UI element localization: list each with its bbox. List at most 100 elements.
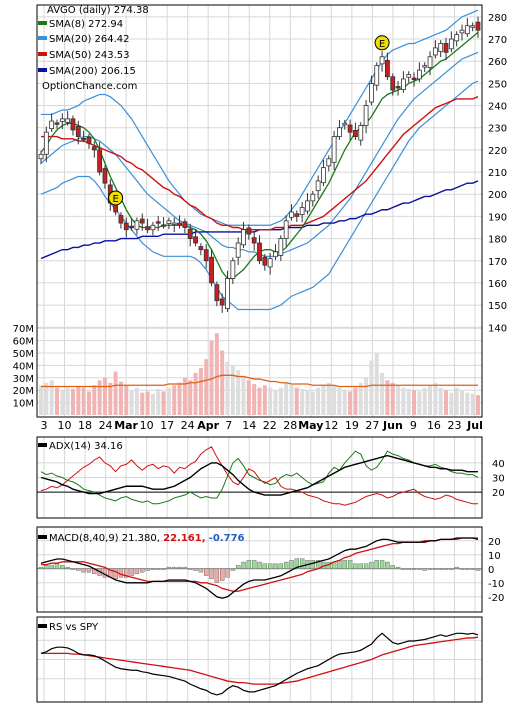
macd-histogram-bar bbox=[81, 568, 86, 573]
volume-bar bbox=[417, 391, 422, 415]
macd-tick-label: 10 bbox=[488, 551, 501, 562]
volume-bar bbox=[406, 388, 411, 415]
macd-histogram-bar bbox=[411, 568, 417, 570]
macd-histogram-bar bbox=[246, 560, 252, 570]
indicator-layer bbox=[38, 446, 481, 696]
candle-body bbox=[448, 38, 454, 50]
date-axis-label: 17 bbox=[160, 419, 174, 432]
macd-histogram-bar bbox=[193, 568, 198, 571]
volume-bar bbox=[310, 391, 315, 415]
candle-body bbox=[230, 260, 236, 279]
price-tick-label: 250 bbox=[488, 79, 507, 90]
volume-bar bbox=[470, 393, 475, 415]
price-layer: EE bbox=[38, 9, 481, 313]
macd-histogram-bar bbox=[353, 563, 358, 570]
candle-body bbox=[102, 168, 108, 184]
volume-bar bbox=[422, 387, 427, 415]
date-axis-label: May bbox=[298, 419, 323, 432]
macd-histogram-bar bbox=[390, 565, 395, 570]
candle-body bbox=[411, 77, 417, 80]
macd-histogram-bar bbox=[70, 568, 76, 570]
volume-bar bbox=[182, 377, 187, 415]
macd-tick-label: -20 bbox=[488, 593, 504, 604]
macd-histogram-bar bbox=[475, 568, 481, 571]
volume-bar bbox=[460, 390, 465, 415]
volume-bar bbox=[321, 385, 326, 415]
panel-frame bbox=[36, 526, 483, 613]
date-axis-label: Jun bbox=[382, 419, 403, 432]
macd-histogram-bar bbox=[294, 558, 300, 569]
date-axis-label: Apr bbox=[197, 419, 219, 432]
candle-body bbox=[369, 82, 374, 103]
macd-histogram-bar bbox=[156, 568, 161, 570]
macd-histogram-bar bbox=[134, 568, 140, 575]
candle-body bbox=[289, 211, 294, 218]
panel-frame bbox=[36, 4, 483, 418]
macd-histogram-bar bbox=[363, 563, 369, 570]
macd-tick-label: 20 bbox=[488, 537, 501, 548]
volume-bar bbox=[396, 385, 401, 415]
legend-sma8: SMA(8) 272.94 bbox=[49, 19, 123, 30]
legend-sma50: SMA(50) 243.53 bbox=[49, 50, 130, 61]
volume-bar bbox=[236, 370, 241, 415]
volume-bar bbox=[444, 390, 449, 415]
macd-histogram-bar bbox=[60, 565, 65, 570]
candle-body bbox=[49, 120, 55, 130]
rs-line bbox=[40, 632, 479, 696]
candle-body bbox=[342, 122, 348, 126]
volume-bar bbox=[412, 390, 417, 415]
candle-body bbox=[70, 118, 76, 131]
legend-sma20: SMA(20) 264.42 bbox=[49, 34, 130, 45]
macd-histogram-bar bbox=[299, 558, 305, 569]
candle-body bbox=[353, 129, 358, 137]
macd-histogram-bar bbox=[342, 560, 347, 570]
panel-frame bbox=[36, 616, 483, 703]
macd-histogram-bar bbox=[278, 563, 284, 570]
volume-bar bbox=[161, 391, 166, 415]
volume-bar bbox=[278, 387, 283, 415]
macd-histogram-bar bbox=[310, 560, 315, 570]
bollinger-lower-line bbox=[40, 80, 479, 311]
date-axis-label: 7 bbox=[225, 419, 232, 432]
volume-bar bbox=[476, 395, 480, 415]
volume-tick-label: 50M bbox=[13, 349, 34, 360]
candle-body bbox=[97, 149, 103, 173]
macd-label: MACD(8,40,9) 21.380, 22.161, -0.776 bbox=[49, 533, 245, 544]
candle-body bbox=[390, 76, 396, 91]
candle-body bbox=[43, 131, 49, 155]
date-axis-label: 18 bbox=[78, 419, 92, 432]
macd-histogram-bar bbox=[44, 565, 49, 570]
sma8-swatch bbox=[38, 21, 47, 25]
candle-body bbox=[267, 258, 273, 268]
macd-histogram-bar bbox=[113, 568, 118, 580]
macd-histogram-bar bbox=[369, 561, 374, 570]
macd-histogram-bar bbox=[406, 568, 411, 570]
candle-body bbox=[198, 246, 204, 251]
volume-bar bbox=[193, 372, 198, 415]
date-axis-label: 28 bbox=[283, 419, 297, 432]
earnings-badge bbox=[374, 35, 390, 51]
volume-bar bbox=[316, 387, 321, 415]
macd-histogram-bar bbox=[257, 561, 262, 570]
volume-bar bbox=[102, 377, 107, 415]
macd-histogram-bar bbox=[427, 568, 433, 570]
volume-bar bbox=[428, 385, 433, 415]
candle-body bbox=[209, 256, 214, 284]
volume-bar bbox=[198, 367, 203, 415]
volume-bar bbox=[289, 385, 294, 415]
volume-bar bbox=[54, 387, 59, 415]
macd-histogram-bar bbox=[204, 568, 209, 576]
volume-bar bbox=[76, 386, 81, 415]
candle-body bbox=[305, 200, 310, 212]
price-tick-label: 200 bbox=[488, 190, 507, 201]
candle-body bbox=[385, 59, 390, 78]
volume-bar bbox=[300, 388, 305, 415]
candle-body bbox=[443, 43, 449, 53]
volume-bar bbox=[364, 377, 369, 415]
volume-bar bbox=[92, 385, 97, 415]
volume-bar bbox=[81, 387, 86, 415]
volume-tick-label: 70M bbox=[13, 324, 34, 335]
candle-body bbox=[470, 25, 476, 28]
volume-bar bbox=[172, 385, 177, 415]
date-axis-label: 10 bbox=[140, 419, 154, 432]
